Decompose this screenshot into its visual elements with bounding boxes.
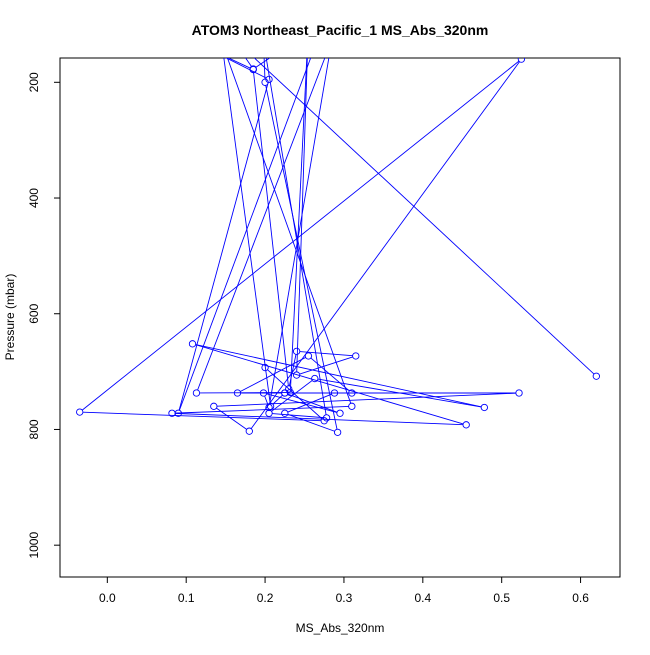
series-line-segment	[223, 58, 271, 404]
series-line-segment	[290, 58, 308, 390]
data-point	[210, 402, 218, 410]
series-line-segment	[197, 58, 326, 391]
series-line-segment	[253, 72, 289, 386]
data-point	[218, 39, 224, 45]
series-line-segment	[227, 58, 251, 69]
data-point	[348, 402, 356, 410]
plot-frame	[59, 57, 621, 578]
x-tick-label: 0.4	[414, 591, 431, 605]
series-line-segment	[178, 82, 269, 411]
data-point	[261, 78, 269, 86]
series-line-segment	[299, 356, 353, 375]
series-line-segment	[250, 61, 520, 429]
data-point	[233, 389, 242, 397]
series-line-segment	[299, 351, 353, 357]
data-point	[462, 421, 470, 429]
series-line-segment	[245, 58, 252, 67]
data-point	[76, 408, 84, 416]
data-point	[592, 372, 600, 380]
y-axis-label: Pressure (mbar)	[3, 274, 17, 361]
series-line-segment	[287, 393, 332, 413]
y-tick-label: 200	[27, 72, 41, 92]
x-tick-label: 0.6	[572, 591, 589, 605]
series-line-segment	[310, 357, 350, 392]
series-line-segment	[195, 344, 464, 425]
data-point	[517, 58, 526, 63]
data-point	[330, 389, 339, 397]
series-line-segment	[175, 412, 464, 426]
data-point	[265, 409, 273, 417]
data-point	[168, 409, 176, 417]
data-point	[265, 403, 273, 412]
data-point	[480, 403, 488, 412]
series-line-segment	[253, 58, 595, 375]
y-tick-label: 600	[27, 303, 41, 323]
data-point	[320, 417, 328, 425]
data-point	[266, 402, 275, 410]
x-tick-label: 0.2	[257, 591, 274, 605]
series-line-segment	[287, 413, 335, 432]
x-tick-label: 0.1	[178, 591, 195, 605]
series-line-segment	[175, 405, 349, 414]
data-point	[285, 385, 293, 393]
y-tick-label: 1000	[27, 532, 41, 559]
data-point	[292, 347, 301, 355]
series-line-segment	[265, 85, 338, 430]
series-line-segment	[271, 380, 313, 412]
series-line-segment	[265, 58, 327, 415]
data-point	[245, 427, 253, 435]
data-point	[260, 39, 266, 45]
x-tick-label: 0.3	[336, 591, 353, 605]
data-point	[348, 389, 356, 397]
y-tick-label: 800	[27, 419, 41, 439]
x-axis-label: MS_Abs_320nm	[296, 621, 385, 635]
series-line-segment	[195, 344, 482, 408]
series-line-segment	[264, 395, 269, 405]
series-line-segment	[82, 411, 322, 422]
data-point	[336, 409, 344, 417]
data-point	[249, 65, 257, 74]
data-point	[292, 371, 301, 379]
x-axis: 0.0 0.1 0.2 0.3 0.4 0.5 0.6	[99, 577, 589, 605]
data-point	[281, 389, 289, 397]
data-point	[304, 352, 313, 360]
series-line-segment	[296, 58, 308, 372]
x-tick-label: 0.0	[99, 591, 116, 605]
data-point	[515, 389, 523, 397]
series-line-segment	[269, 58, 330, 405]
chart-title: ATOM3 Northeast_Pacific_1 MS_Abs_320nm	[192, 22, 489, 38]
series-line-segment	[272, 413, 324, 419]
series-line-segment	[272, 394, 283, 405]
series-line-segment	[267, 369, 323, 419]
data-point	[191, 39, 197, 45]
data-point	[281, 409, 289, 417]
x-tick-label: 0.5	[493, 591, 510, 605]
data-point	[188, 340, 197, 348]
series-line-segment	[263, 58, 266, 80]
y-tick-label: 400	[27, 188, 41, 208]
data-point	[261, 363, 269, 372]
series-line-segment	[81, 60, 520, 411]
data-point	[192, 389, 201, 397]
series-line-segment	[287, 393, 338, 413]
series-line-segment	[226, 58, 352, 404]
data-point	[311, 374, 319, 383]
series-line-segment	[216, 392, 516, 407]
data-point	[286, 388, 294, 397]
series-group	[76, 39, 600, 437]
data-point	[259, 389, 268, 397]
data-point	[333, 428, 342, 437]
series-line-segment	[225, 58, 267, 79]
series-line-segment	[216, 407, 247, 430]
y-axis: 200 400 600 800 1000	[27, 72, 60, 559]
series-line-segment	[288, 354, 297, 386]
data-point	[352, 352, 360, 360]
